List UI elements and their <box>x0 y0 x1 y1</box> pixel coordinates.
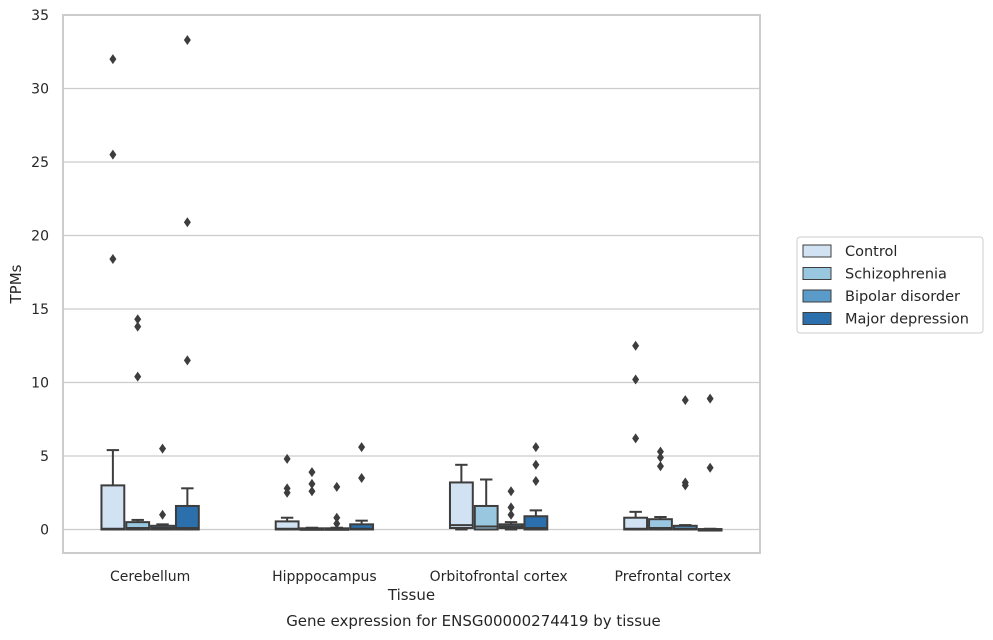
box-3-3 <box>697 393 723 532</box>
outlier-point <box>183 217 191 228</box>
outlier-point <box>333 518 341 529</box>
y-tick-label: 10 <box>31 375 49 391</box>
outlier-point <box>159 443 167 454</box>
outlier-point <box>283 453 291 464</box>
outlier-point <box>532 442 540 453</box>
box-0-0 <box>100 54 126 531</box>
outlier-point <box>507 502 515 513</box>
box-3-0 <box>623 340 649 531</box>
y-tick-label: 0 <box>40 522 49 538</box>
grid-lines <box>63 14 760 531</box>
y-tick-label: 30 <box>31 81 49 97</box>
box-1-1 <box>299 467 325 531</box>
outlier-point <box>632 433 640 444</box>
outlier-point <box>706 462 714 473</box>
outlier-point <box>656 452 664 463</box>
box-0-3 <box>174 34 200 531</box>
y-tick-label: 25 <box>31 155 49 171</box>
box-3-2 <box>672 395 698 531</box>
outlier-point <box>532 475 540 486</box>
y-tick-label: 20 <box>31 228 49 244</box>
legend-item: Major depression <box>802 312 969 328</box>
legend-swatch <box>802 244 832 258</box>
legend-swatch <box>802 312 832 325</box>
box-0-1 <box>125 314 151 531</box>
outlier-point <box>308 467 316 478</box>
outlier-point <box>358 473 366 484</box>
outlier-point <box>656 461 664 472</box>
legend-frame <box>796 236 984 334</box>
box-1-2 <box>324 481 350 531</box>
outlier-point <box>632 340 640 351</box>
x-axis-ticks: Cerebellum Hipppocampus Orbitofrontal cort… <box>110 569 731 585</box>
box-body <box>623 516 649 531</box>
legend-swatch <box>802 267 832 280</box>
y-tick-label: 5 <box>40 449 49 465</box>
outlier-point <box>308 478 316 489</box>
outlier-point <box>134 314 142 325</box>
x-tick-label: Prefrontal cortex <box>615 569 732 585</box>
outlier-point <box>183 34 191 45</box>
box-body <box>174 504 200 531</box>
outlier-point <box>532 459 540 470</box>
outlier-point <box>507 486 515 497</box>
legend: Control Schizophrenia Bipolar disorder Majo… <box>796 236 984 334</box>
legend-label: Major depression <box>845 312 969 328</box>
x-tick-label: Cerebellum <box>110 569 190 585</box>
outlier-point <box>134 321 142 332</box>
outlier-point <box>183 355 191 366</box>
box-body <box>125 521 151 531</box>
y-tick-label: 35 <box>31 8 49 24</box>
legend-label: Schizophrenia <box>845 267 947 283</box>
legend-item: Control <box>802 244 897 260</box>
box-2-0 <box>448 463 474 531</box>
outlier-point <box>109 254 117 265</box>
chart-caption: Gene expression for ENSG00000274419 by t… <box>286 612 661 630</box>
legend-swatch <box>802 289 832 303</box>
plot-area <box>62 14 761 554</box>
outlier-point <box>656 446 664 457</box>
legend-item: Bipolar disorder <box>802 289 960 305</box>
box-body <box>523 515 549 531</box>
outlier-point <box>507 509 515 520</box>
outlier-point <box>283 487 291 498</box>
box-body <box>100 484 126 531</box>
outlier-point <box>681 395 689 406</box>
outlier-point <box>333 481 341 492</box>
outlier-point <box>134 371 142 382</box>
outlier-point <box>632 374 640 385</box>
outlier-point <box>109 54 117 65</box>
x-axis-label: Tissue <box>387 586 435 604</box>
outlier-point <box>358 442 366 453</box>
x-tick-label: Hipppocampus <box>272 569 377 585</box>
box-1-3 <box>349 442 375 531</box>
legend-item: Schizophrenia <box>802 267 947 283</box>
box-body <box>648 518 673 531</box>
box-series <box>100 34 723 532</box>
box-0-2 <box>150 443 175 531</box>
box-2-1 <box>473 478 499 531</box>
legend-label: Bipolar disorder <box>845 289 960 305</box>
x-tick-label: Orbitofrontal cortex <box>430 569 568 585</box>
y-axis-label: TPMs <box>7 264 25 304</box>
box-3-1 <box>648 446 673 531</box>
box-body <box>473 504 499 531</box>
outlier-point <box>681 480 689 491</box>
outlier-point <box>109 149 117 160</box>
legend-label: Control <box>845 244 897 260</box>
outlier-point <box>308 486 316 497</box>
outlier-point <box>159 509 167 520</box>
y-tick-label: 15 <box>31 302 49 318</box>
box-1-0 <box>274 453 300 531</box>
box-2-2 <box>498 486 524 531</box>
outlier-point <box>706 393 714 404</box>
y-axis-ticks: 0 5 10 15 20 25 30 35 <box>31 8 49 538</box>
outlier-point <box>333 512 341 523</box>
box-body <box>448 481 474 530</box>
box-2-3 <box>523 442 549 531</box>
